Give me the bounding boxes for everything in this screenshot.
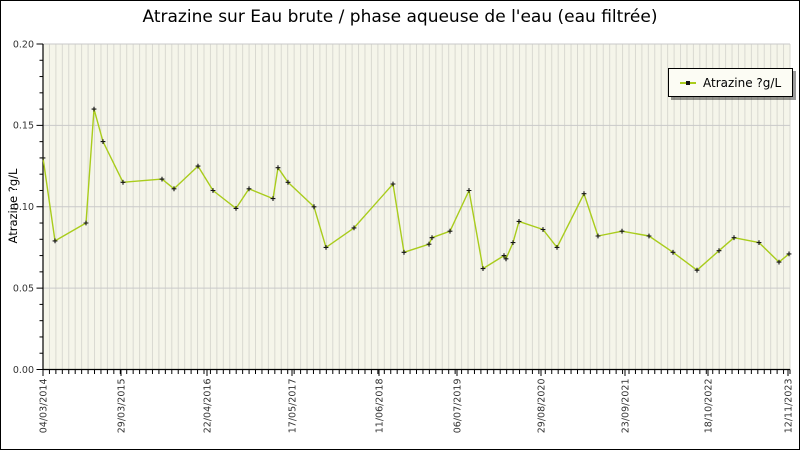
data-point-marker (670, 249, 676, 255)
data-point-marker (83, 220, 89, 226)
y-tick-label: 0.05 (13, 283, 34, 294)
data-point-marker (233, 206, 239, 211)
data-point-marker (52, 238, 58, 244)
data-point-marker (195, 163, 201, 169)
data-point-marker (323, 245, 329, 250)
chart-title: Atrazine sur Eau brute / phase aqueuse d… (142, 7, 658, 27)
x-tick-labels: 04/03/2014 29/03/2015 22/04/2016 17/05/2017… (39, 379, 795, 434)
legend-label: Atrazine ?g/L (703, 75, 782, 90)
data-point-marker (731, 235, 737, 241)
data-point-marker (516, 219, 522, 224)
data-point-marker (120, 179, 126, 185)
data-point-marker (480, 266, 486, 271)
x-tick-label: 12/11/2023 (784, 379, 795, 434)
data-point-marker (554, 245, 560, 250)
x-axis-major-ticks (42, 369, 789, 376)
data-point-markers (40, 106, 792, 273)
x-tick-label: 29/08/2020 (537, 379, 548, 434)
data-point-marker (694, 267, 700, 273)
x-tick-label: 04/03/2014 (39, 379, 50, 434)
data-point-marker (447, 228, 453, 234)
data-point-marker (390, 181, 396, 187)
horizontal-gridlines (43, 43, 790, 289)
data-point-marker (756, 240, 762, 245)
data-point-marker (581, 191, 587, 197)
x-axis-minor-ticks (42, 369, 791, 374)
data-point-marker (311, 204, 317, 210)
data-point-marker (429, 235, 435, 241)
legend: Atrazine ?g/L (668, 68, 794, 97)
data-series-line (42, 108, 790, 271)
x-tick-label: 06/07/2019 (453, 379, 464, 434)
data-point-marker (501, 253, 507, 258)
data-point-marker (171, 186, 177, 192)
axes (42, 44, 790, 371)
y-tick-labels: 0.00 0.05 0.10 0.15 0.20 (13, 39, 34, 376)
x-tick-label: 23/09/2021 (621, 379, 632, 434)
y-tick-label: 0.00 (13, 365, 34, 376)
data-point-marker (619, 228, 625, 234)
data-point-marker (285, 179, 291, 185)
x-tick-label: 18/10/2022 (704, 379, 715, 434)
series-line-marker-icon (680, 80, 696, 86)
data-point-marker (210, 188, 216, 193)
y-tick-label: 0.15 (13, 121, 34, 132)
data-point-marker (401, 249, 407, 255)
x-tick-label: 11/06/2018 (375, 379, 386, 434)
data-point-marker (646, 233, 652, 239)
x-tick-label: 22/04/2016 (203, 379, 214, 434)
data-point-marker (275, 165, 281, 171)
data-point-marker (246, 186, 252, 192)
data-point-marker (351, 225, 357, 231)
data-point-marker (776, 259, 782, 265)
data-point-marker (510, 240, 516, 245)
data-point-marker (100, 139, 106, 144)
y-tick-label: 0.20 (13, 39, 34, 50)
data-point-marker (40, 155, 46, 161)
data-point-marker (159, 176, 165, 182)
x-tick-label: 17/05/2017 (288, 379, 299, 434)
data-point-marker (595, 233, 601, 239)
data-point-marker (503, 256, 509, 262)
data-point-marker (466, 188, 472, 193)
data-point-marker (270, 196, 276, 201)
data-point-marker (786, 251, 792, 257)
x-tick-label: 29/03/2015 (117, 379, 128, 434)
data-point-marker (426, 241, 432, 247)
y-axis-major-ticks (36, 43, 43, 370)
y-tick-label: 0.10 (13, 202, 34, 213)
data-point-marker (91, 106, 97, 112)
data-point-marker (540, 227, 546, 232)
data-point-marker (716, 248, 722, 254)
